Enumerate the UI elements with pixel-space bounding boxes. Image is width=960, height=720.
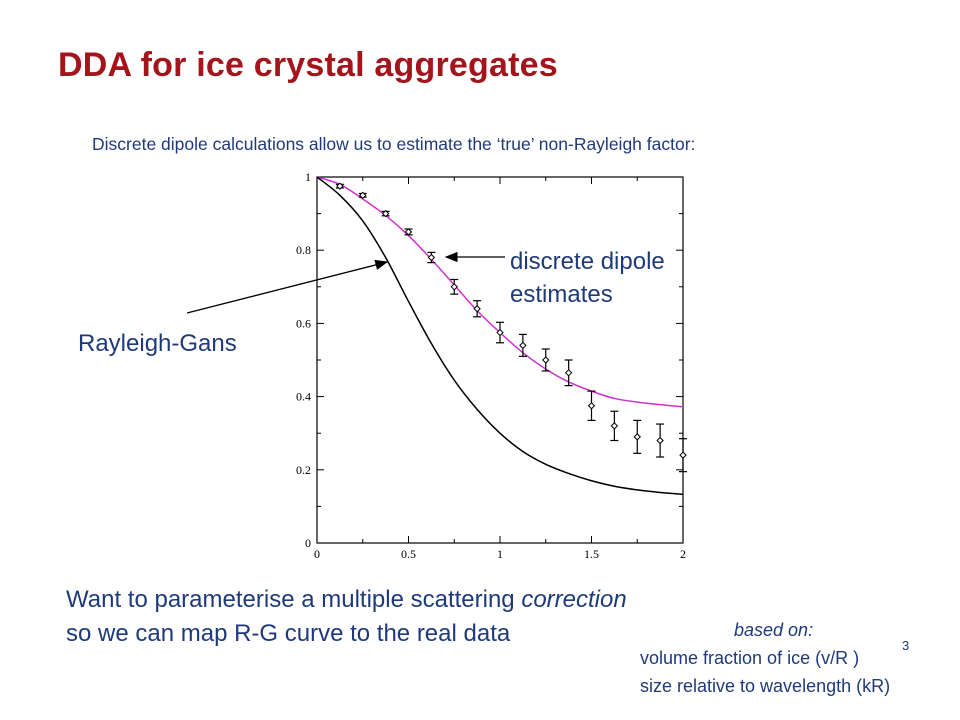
data-point xyxy=(381,209,390,218)
callout-arrow-rg xyxy=(186,259,389,314)
volume-fraction-text: volume fraction of ice (v/R ) xyxy=(640,648,860,668)
data-point xyxy=(587,402,596,410)
chart-points xyxy=(335,182,687,473)
data-point xyxy=(336,182,344,190)
intro-text: Discrete dipole calculations allow us to… xyxy=(92,134,696,154)
x-tick-label: 0 xyxy=(314,547,320,561)
volume-fraction-superscript: 3 xyxy=(902,638,910,653)
want-line1-emphasis: correction xyxy=(521,586,627,613)
data-point xyxy=(404,228,413,236)
data-point xyxy=(359,191,367,200)
callout-rayleigh-gans: Rayleigh-Gans xyxy=(78,330,237,357)
rayleigh-gans-curve xyxy=(316,176,684,496)
data-point xyxy=(496,328,504,337)
x-tick-label: 2 xyxy=(680,547,686,561)
chart-ticks: 0 0.5 1 1.5 2 0 0.2 0.4 0.6 0.8 1 xyxy=(296,170,686,561)
data-point xyxy=(450,283,458,291)
data-point xyxy=(519,341,527,350)
dda-fit-curve xyxy=(316,176,684,408)
based-on-label: based on: xyxy=(734,620,814,640)
y-tick-label: 0.8 xyxy=(296,243,311,257)
y-tick-label: 1 xyxy=(305,170,311,184)
data-point xyxy=(610,422,619,430)
want-line2: so we can map R-G curve to the real data xyxy=(66,620,511,647)
y-tick-label: 0.4 xyxy=(296,390,311,404)
y-tick-label: 0 xyxy=(305,536,311,550)
callout-dd-line2: estimates xyxy=(510,281,613,308)
data-point xyxy=(427,253,436,262)
data-point xyxy=(542,356,550,364)
x-tick-label: 1 xyxy=(497,547,503,561)
y-tick-label: 0.2 xyxy=(296,463,311,477)
size-relative-text: size relative to wavelength (kR) xyxy=(640,676,891,696)
want-line1: Want to parameterise a multiple scatteri… xyxy=(66,586,627,614)
data-point xyxy=(473,305,481,313)
want-line1-text: Want to parameterise a multiple scatteri… xyxy=(66,586,522,613)
data-point xyxy=(679,451,687,459)
x-tick-label: 1.5 xyxy=(584,547,599,561)
slide-title: DDA for ice crystal aggregates xyxy=(58,46,558,84)
data-point xyxy=(656,436,664,445)
y-tick-label: 0.6 xyxy=(296,316,311,330)
data-point xyxy=(564,369,573,377)
callout-dd-line1: discrete dipole xyxy=(510,248,665,275)
x-tick-label: 0.5 xyxy=(401,547,416,561)
data-point xyxy=(633,433,641,441)
